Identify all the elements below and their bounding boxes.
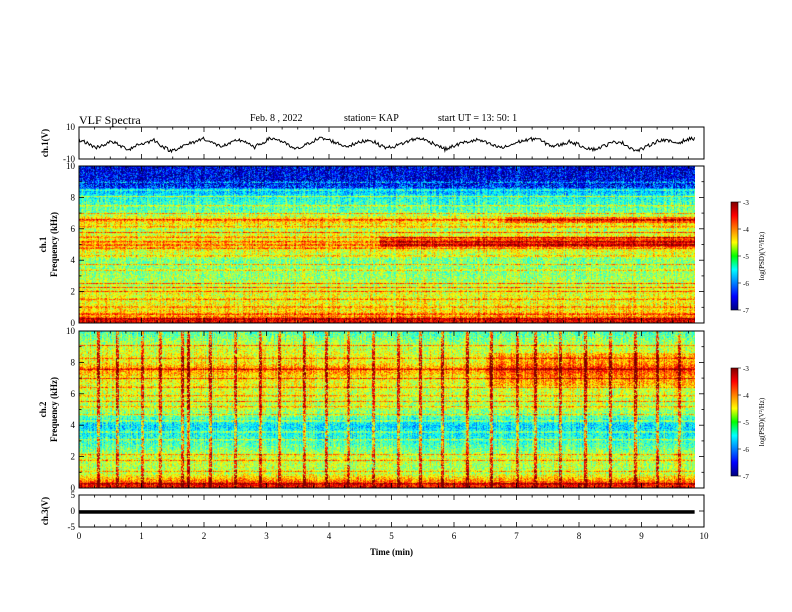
y-tick-label: 0 (71, 506, 76, 516)
ch2-spectrogram-image (79, 331, 695, 488)
x-tick-label: 3 (264, 531, 269, 541)
colorbar-tick-label: -6 (743, 280, 749, 288)
start-time-label: start UT = 13: 50: 1 (438, 113, 518, 124)
ch2-colorbar-label: log(PSD)(V²/Hz) (758, 397, 766, 446)
y-tick-label: 2 (71, 452, 76, 462)
ch3-y-label: ch.3(V) (40, 497, 50, 525)
x-tick-label: 1 (139, 531, 144, 541)
y-tick-label: 8 (71, 357, 76, 367)
colorbar-tick-label: -3 (743, 199, 749, 207)
y-tick-label: 2 (71, 287, 76, 297)
x-tick-label: 0 (77, 531, 82, 541)
y-tick-label: 8 (71, 192, 76, 202)
colorbar-tick-label: -5 (743, 419, 749, 427)
colorbar-tick-label: -6 (743, 446, 749, 454)
chart-title: VLF Spectra (79, 113, 141, 127)
y-tick-label: 5 (71, 490, 76, 500)
colorbar-tick-label: -3 (743, 365, 749, 373)
ch1-y-label: ch.1(V) (40, 129, 50, 157)
colorbar-tick-label: -5 (743, 253, 749, 261)
y-tick-label: 10 (66, 161, 76, 171)
y-tick-label: 6 (71, 389, 76, 399)
y-tick-label: -10 (63, 154, 75, 164)
colorbar-tick-label: -7 (743, 307, 749, 315)
ch2-colorbar (730, 367, 739, 477)
date-label: Feb. 8 , 2022 (250, 113, 303, 124)
station-label: station= KAP (344, 113, 399, 124)
y-tick-label: -5 (68, 522, 76, 532)
colorbar-tick-label: -4 (743, 392, 749, 400)
y-tick-label: 4 (71, 255, 76, 265)
y-tick-label: 4 (71, 420, 76, 430)
y-tick-label: 0 (71, 483, 76, 493)
x-axis-label: Time (min) (370, 547, 413, 557)
y-tick-label: 10 (66, 326, 76, 336)
x-tick-label: 9 (639, 531, 644, 541)
ch1-colorbar-label: log(PSD)(V²/Hz) (758, 231, 766, 280)
ch2-frequency-label-channel: ch.2 (38, 401, 48, 417)
ch1-waveform-line (78, 136, 696, 154)
y-tick-label: 6 (71, 224, 76, 234)
ch2-frequency-label: Frequency (kHz) (49, 377, 59, 442)
ch1-frequency-label: Frequency (kHz) (49, 212, 59, 277)
ch1-spectrogram-image (79, 166, 695, 323)
y-tick-label: 0 (71, 318, 76, 328)
colorbar-tick-label: -4 (743, 226, 749, 234)
ch3-waveform-line (79, 510, 695, 514)
x-tick-label: 2 (202, 531, 207, 541)
x-tick-label: 5 (389, 531, 394, 541)
x-tick-label: 7 (514, 531, 519, 541)
x-tick-label: 6 (452, 531, 457, 541)
x-tick-label: 10 (700, 531, 710, 541)
x-tick-label: 8 (577, 531, 582, 541)
ch1-colorbar (730, 201, 739, 311)
colorbar-tick-label: -7 (743, 473, 749, 481)
y-tick-label: 10 (66, 122, 76, 132)
ch1-frequency-label-channel: ch.1 (38, 236, 48, 252)
x-tick-label: 4 (327, 531, 332, 541)
